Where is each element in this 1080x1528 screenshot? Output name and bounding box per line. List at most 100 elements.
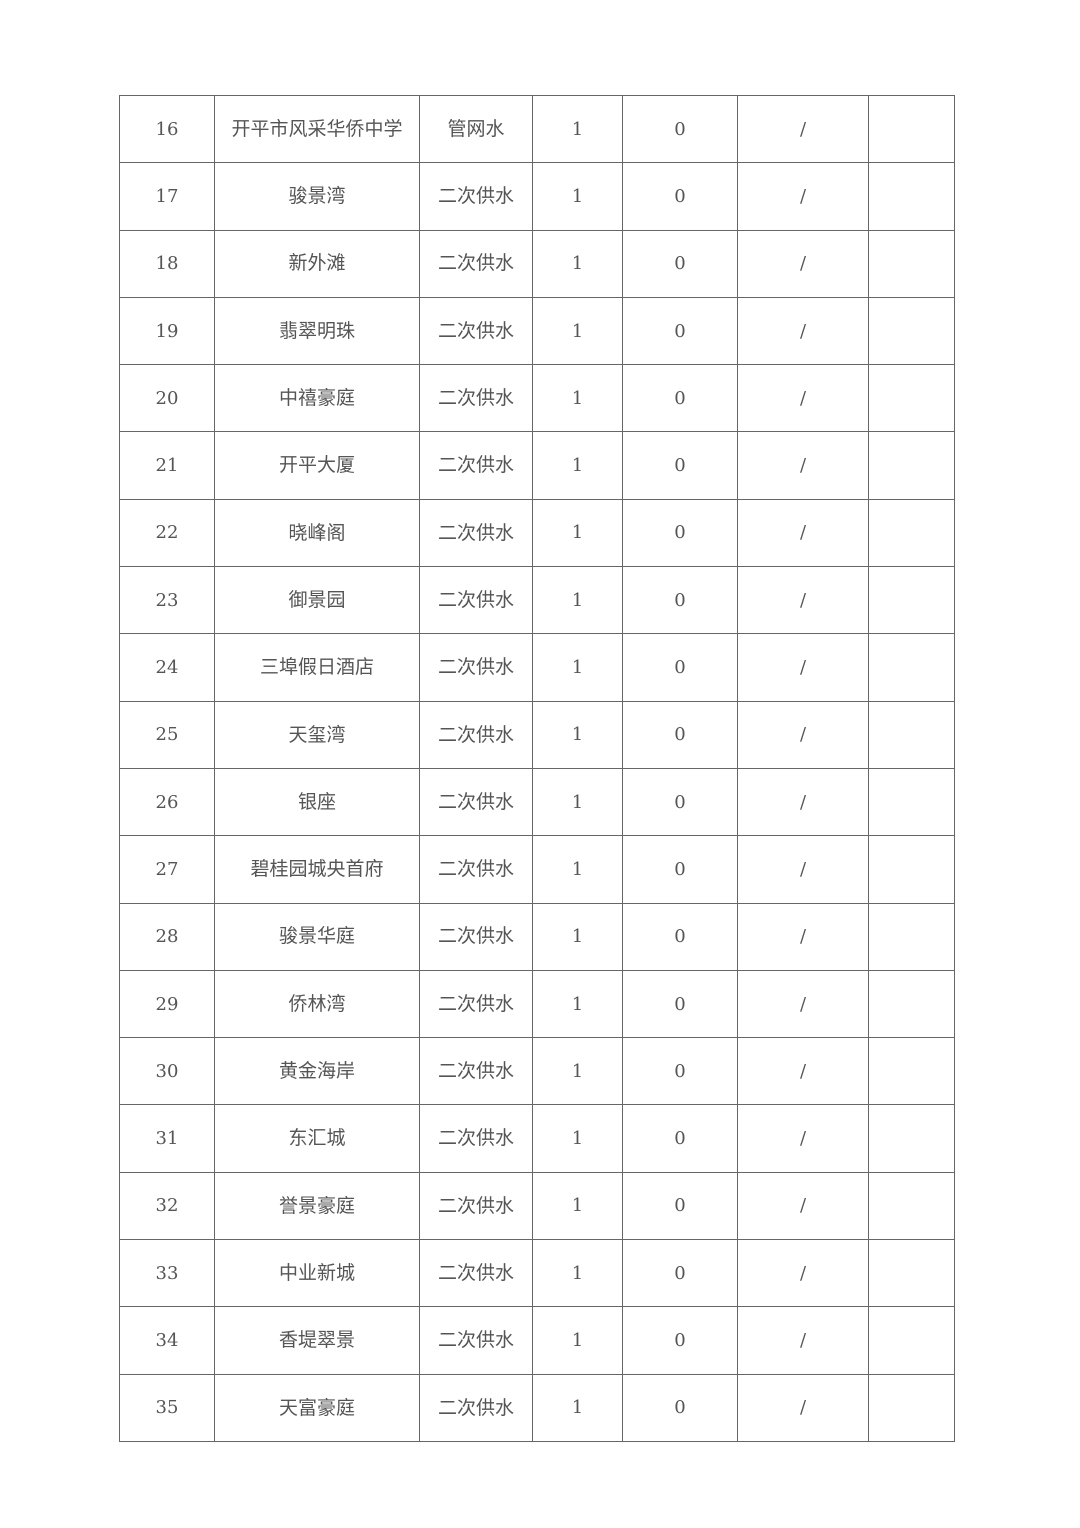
table-row: 33 中业新城 二次供水 1 0/ — [119, 1239, 955, 1308]
sample-count: 1 — [532, 969, 623, 1039]
row-number: 21 — [119, 431, 215, 500]
water-type: 二次供水 — [419, 1373, 533, 1443]
row-number: 26 — [119, 767, 215, 837]
water-type: 管网水 — [419, 94, 533, 164]
fail-rate: / — [737, 633, 869, 702]
water-type: 二次供水 — [419, 700, 533, 769]
row-number: 24 — [119, 633, 215, 702]
site-name: 晓峰阁 — [214, 498, 420, 568]
fail-count: 0 — [622, 162, 738, 231]
water-type: 二次供水 — [419, 1171, 533, 1241]
sample-count: 1 — [532, 1239, 623, 1308]
remark — [868, 1104, 955, 1173]
fail-rate: / — [737, 566, 869, 635]
table-row: 27 碧桂园城央首府 二次供水 1 0/ — [119, 835, 955, 904]
row-number: 28 — [119, 902, 215, 971]
sample-count: 1 — [532, 1306, 623, 1375]
fail-count: 0 — [622, 296, 738, 366]
remark — [868, 229, 955, 298]
site-name: 银座 — [214, 767, 420, 837]
water-type: 二次供水 — [419, 633, 533, 702]
row-number: 33 — [119, 1239, 215, 1308]
fail-count: 0 — [622, 498, 738, 568]
remark — [868, 1306, 955, 1375]
fail-count: 0 — [622, 902, 738, 971]
site-name: 东汇城 — [214, 1104, 420, 1173]
sample-count: 1 — [532, 94, 623, 164]
table-row: 25 天玺湾 二次供水 1 0/ — [119, 700, 955, 769]
sample-count: 1 — [532, 229, 623, 298]
fail-rate: / — [737, 835, 869, 904]
fail-count: 0 — [622, 700, 738, 769]
table-row: 21 开平大厦 二次供水 1 0/ — [119, 431, 955, 500]
water-type: 二次供水 — [419, 364, 533, 433]
sample-count: 1 — [532, 364, 623, 433]
fail-count: 0 — [622, 94, 738, 164]
fail-rate: / — [737, 902, 869, 971]
sample-count: 1 — [532, 1373, 623, 1443]
site-name: 开平市风采华侨中学 — [214, 94, 420, 164]
row-number: 23 — [119, 566, 215, 635]
site-name: 碧桂园城央首府 — [214, 835, 420, 904]
fail-rate: / — [737, 94, 869, 164]
water-type: 二次供水 — [419, 296, 533, 366]
water-type: 二次供水 — [419, 162, 533, 231]
sample-count: 1 — [532, 1171, 623, 1241]
sample-count: 1 — [532, 162, 623, 231]
remark — [868, 1037, 955, 1106]
water-type: 二次供水 — [419, 1306, 533, 1375]
table-row: 35 天富豪庭 二次供水 1 0/ — [119, 1373, 955, 1443]
table-row: 23 御景园 二次供水 1 0/ — [119, 566, 955, 635]
fail-rate: / — [737, 229, 869, 298]
table-row: 20 中禧豪庭 二次供水 1 0/ — [119, 364, 955, 433]
fail-count: 0 — [622, 364, 738, 433]
remark — [868, 902, 955, 971]
table-row: 30 黄金海岸 二次供水 1 0/ — [119, 1037, 955, 1106]
sample-count: 1 — [532, 1104, 623, 1173]
table-row: 32 誉景豪庭 二次供水 1 0/ — [119, 1171, 955, 1241]
water-type: 二次供水 — [419, 902, 533, 971]
sample-count: 1 — [532, 498, 623, 568]
fail-count: 0 — [622, 969, 738, 1039]
fail-count: 0 — [622, 633, 738, 702]
water-type: 二次供水 — [419, 229, 533, 298]
fail-rate: / — [737, 1171, 869, 1241]
row-number: 31 — [119, 1104, 215, 1173]
fail-rate: / — [737, 162, 869, 231]
site-name: 翡翠明珠 — [214, 296, 420, 366]
fail-rate: / — [737, 296, 869, 366]
table-row: 22 晓峰阁 二次供水 1 0/ — [119, 498, 955, 568]
sample-count: 1 — [532, 431, 623, 500]
fail-rate: / — [737, 431, 869, 500]
fail-rate: / — [737, 1306, 869, 1375]
fail-count: 0 — [622, 1373, 738, 1443]
row-number: 18 — [119, 229, 215, 298]
site-name: 黄金海岸 — [214, 1037, 420, 1106]
site-name: 骏景华庭 — [214, 902, 420, 971]
site-name: 中禧豪庭 — [214, 364, 420, 433]
sample-count: 1 — [532, 902, 623, 971]
fail-rate: / — [737, 498, 869, 568]
water-type: 二次供水 — [419, 431, 533, 500]
fail-count: 0 — [622, 566, 738, 635]
table-row: 29 侨林湾 二次供水 1 0/ — [119, 969, 955, 1039]
fail-count: 0 — [622, 767, 738, 837]
fail-count: 0 — [622, 229, 738, 298]
fail-count: 0 — [622, 1104, 738, 1173]
sample-count: 1 — [532, 767, 623, 837]
sample-count: 1 — [532, 296, 623, 366]
water-type: 二次供水 — [419, 1104, 533, 1173]
row-number: 27 — [119, 835, 215, 904]
site-name: 御景园 — [214, 566, 420, 635]
water-type: 二次供水 — [419, 767, 533, 837]
table-row: 34 香堤翠景 二次供水 1 0/ — [119, 1306, 955, 1375]
fail-rate: / — [737, 767, 869, 837]
water-type: 二次供水 — [419, 1037, 533, 1106]
table-row: 26 银座 二次供水 1 0/ — [119, 767, 955, 837]
row-number: 22 — [119, 498, 215, 568]
water-type: 二次供水 — [419, 566, 533, 635]
remark — [868, 1171, 955, 1241]
fail-rate: / — [737, 364, 869, 433]
water-type: 二次供水 — [419, 969, 533, 1039]
table-row: 19 翡翠明珠 二次供水 1 0/ — [119, 296, 955, 366]
